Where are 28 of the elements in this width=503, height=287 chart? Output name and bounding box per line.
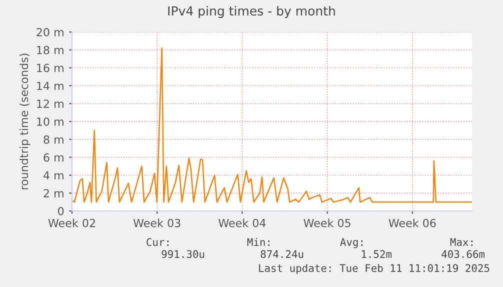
y-tick-label: 18 m [37,46,64,54]
chart-title: IPv4 ping times - by month [168,6,335,18]
x-tick-label: Week 06 [388,218,436,228]
text: Avg: [340,238,362,248]
x-tick-label: Week 05 [304,218,350,228]
y-tick-label: 14 m [37,82,64,90]
text: 1.52m [362,250,392,258]
x-tick-label: Week 04 [218,218,266,228]
y-tick-label: 10 m [37,117,64,126]
line-series [72,47,472,203]
y-tick-label: 20 m [36,28,64,36]
y-tick-label: 12 m [37,100,64,108]
x-tick-label: Week 02 [48,218,95,228]
text: Max: [450,238,472,246]
text: 403.66m [442,250,485,258]
y-tick-label: 8 m [44,135,64,144]
y-tick-label: 4 m [43,171,64,180]
text: Last update: Tue Feb 11 11:01:19 2025 [259,264,490,274]
y-tick-label: 0 [58,206,64,216]
y-axis-title: roundtrip time (seconds) [20,54,30,190]
y-tick-label: 16 m [37,64,64,72]
text: 991.30u [162,250,204,258]
y-tick-label: 6 m [44,153,64,162]
x-tick-label: Week 03 [133,218,180,228]
text: Min: [247,238,270,246]
text: Cur: [146,238,168,246]
text: 874.24u [260,250,304,258]
y-tick-label: 2 m [44,189,64,198]
